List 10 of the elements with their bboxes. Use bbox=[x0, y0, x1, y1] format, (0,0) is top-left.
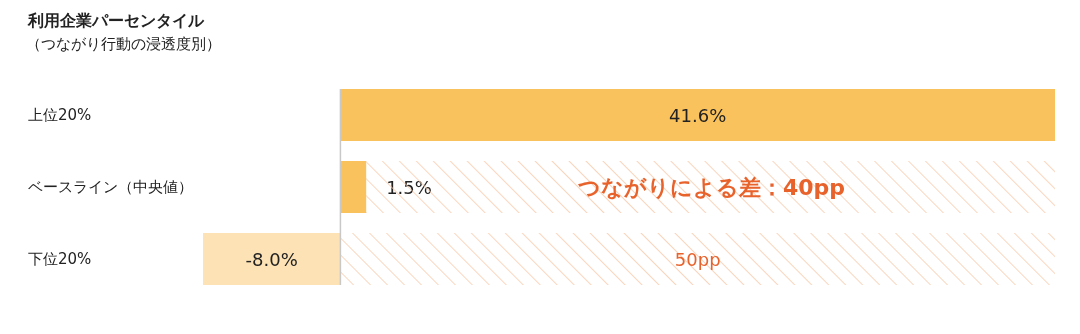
y-tick-label: ベースライン（中央値） bbox=[28, 178, 193, 196]
y-tick-label: 上位20% bbox=[28, 106, 92, 124]
chart-subtitle: （つながり行動の浸透度別） bbox=[26, 35, 221, 53]
data-label: 41.6% bbox=[669, 104, 727, 126]
chart-title: 利用企業パーセンタイル bbox=[27, 10, 205, 30]
data-label: -8.0% bbox=[245, 248, 298, 270]
data-label: 1.5% bbox=[386, 176, 432, 198]
annotation: 50pp bbox=[674, 248, 721, 270]
y-tick-label: 下位20% bbox=[28, 250, 92, 268]
annotation: つながりによる差：40pp bbox=[577, 174, 846, 200]
